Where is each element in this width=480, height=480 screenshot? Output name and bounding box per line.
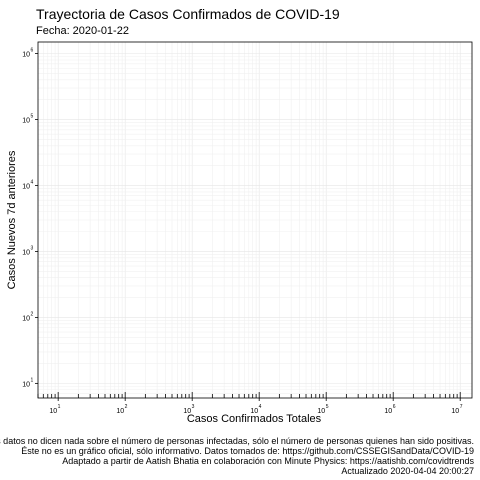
x-tick-exponent: 7 (460, 404, 463, 410)
y-tick-exponent: 4 (31, 180, 34, 186)
x-tick-exponent: 5 (326, 404, 329, 410)
y-tick-label: 10 (22, 52, 30, 59)
y-tick-label: 10 (22, 249, 30, 256)
x-tick-label: 10 (451, 408, 459, 415)
footnote-attribution: Adaptado a partir de Aatish Bhatia en co… (62, 456, 474, 466)
x-tick-label: 10 (384, 408, 392, 415)
y-tick-label: 10 (22, 118, 30, 125)
x-tick-exponent: 2 (125, 404, 128, 410)
chart-subtitle: Fecha: 2020-01-22 (36, 25, 129, 37)
x-tick-exponent: 4 (259, 404, 262, 410)
y-tick-label: 10 (22, 315, 30, 322)
x-axis-label: Casos Confirmados Totales (187, 413, 322, 425)
footnote-data-disclaimer: Los datos no dicen nada sobre el número … (0, 436, 474, 446)
y-tick-exponent: 5 (31, 114, 34, 120)
grid-lines (38, 42, 472, 398)
y-axis-label: Casos Nuevos 7d anteriores (6, 150, 18, 289)
x-tick-exponent: 6 (393, 404, 396, 410)
x-tick-exponent: 3 (192, 404, 195, 410)
y-tick-exponent: 1 (31, 377, 34, 383)
chart-title: Trayectoria de Casos Confirmados de COVI… (36, 6, 340, 22)
x-tick-exponent: 1 (58, 404, 61, 410)
y-tick-exponent: 6 (31, 48, 34, 54)
y-tick-exponent: 2 (31, 311, 34, 317)
y-tick-label: 10 (22, 381, 30, 388)
x-tick-label: 10 (49, 408, 57, 415)
y-tick-label: 10 (22, 184, 30, 191)
y-tick-exponent: 3 (31, 245, 34, 251)
x-tick-label: 10 (116, 408, 124, 415)
footnote-official-source: Éste no es un gráfico oficial, sólo info… (21, 446, 474, 456)
footnote-updated: Actualizado 2020-04-04 20:00:27 (341, 466, 474, 476)
